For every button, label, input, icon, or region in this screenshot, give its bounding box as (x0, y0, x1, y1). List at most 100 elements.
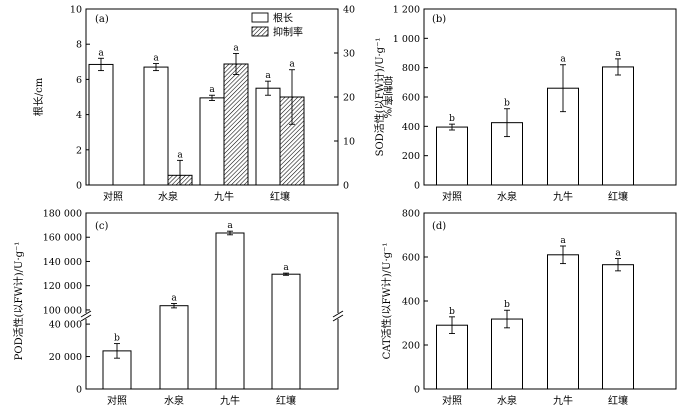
panel-a-ytick-label: 0 (76, 181, 82, 192)
panel-b-significance-letter: a (615, 49, 621, 59)
panel-a-y2tick-label: 40 (343, 5, 355, 16)
panel-d-ylabel: CAT活性(以FW计)/U·g⁻¹ (380, 243, 393, 360)
panel-d-xtick-label: 红壤 (608, 394, 628, 407)
panel-a-bar-root-length (199, 97, 225, 186)
panel-c-ytick-label: 100 000 (43, 305, 82, 316)
panel-b-xtick-label: 水泉 (497, 190, 517, 203)
panel-c-axis-break-mark (332, 310, 344, 318)
panel-c-ytick-label: 140 000 (43, 257, 82, 268)
panel-a-bar-root-length (88, 63, 114, 186)
panel-d-significance-letter: a (615, 249, 621, 259)
panel-c-ytick-label: 120 000 (43, 281, 82, 292)
panel-c: (c) POD活性(以FW计)/U·g⁻¹ (12, 212, 339, 390)
panel-b-xtick-label: 对照 (442, 190, 462, 203)
panel-a-ytick-label: 2 (76, 145, 82, 156)
panel-b-ytick-label: 600 (402, 93, 420, 104)
panel-d-significance-letter: a (560, 236, 566, 246)
panel-b-ytick-label: 1 200 (393, 5, 420, 16)
legend-swatch-root-length (251, 12, 269, 23)
panel-c-xtick-label: 水泉 (164, 394, 184, 407)
panel-a-bar-root-length (255, 87, 281, 186)
legend: 根长 抑制率 (251, 12, 303, 39)
panel-d-ytick-label: 200 (402, 341, 420, 352)
panel-b-xtick-label: 九牛 (553, 190, 573, 203)
panel-a-y2label: 抑制率/% (381, 76, 394, 119)
panel-c-ytick-label: 160 000 (43, 233, 82, 244)
panel-a-xtick-label: 红壤 (270, 190, 290, 203)
panel-d-xtick-label: 水泉 (497, 394, 517, 407)
panel-c-bar (271, 273, 301, 390)
panel-c-xtick-label: 红壤 (276, 394, 296, 407)
panel-d-bar (602, 264, 634, 390)
panel-b-bar (436, 126, 468, 186)
panel-c-axis-break-gap (81, 313, 91, 319)
panel-c-significance-letter: b (114, 334, 120, 344)
panel-d-significance-letter: b (504, 300, 510, 310)
panel-a-xtick-label: 对照 (103, 190, 123, 203)
panel-b-ytick-label: 400 (402, 122, 420, 133)
panel-a-ytick-label: 8 (76, 40, 82, 51)
panel-b-significance-letter: a (560, 55, 566, 65)
panel-c-bar (215, 232, 245, 390)
panel-c-axis-break-mark (80, 314, 92, 322)
panel-a-significance-letter: a (265, 71, 271, 81)
panel-a-bar-inhibition (223, 63, 249, 186)
panel-c-xtick-label: 对照 (107, 394, 127, 407)
panel-b-significance-letter: b (449, 114, 455, 124)
panel-b-significance-letter: b (504, 99, 510, 109)
panel-b-ytick-label: 0 (414, 181, 420, 192)
panel-c-axis-break-mark (332, 314, 344, 322)
panel-b-xtick-label: 红壤 (608, 190, 628, 203)
panel-c-label: (c) (95, 221, 109, 232)
panel-c-ylabel: POD活性(以FW计)/U·g⁻¹ (12, 242, 25, 361)
panel-a-ylabel: 根长/cm (32, 77, 45, 116)
panel-a-y2tick-label: 20 (343, 93, 355, 104)
panel-a-significance-letter: a (177, 150, 183, 160)
panel-a-y2tick-label: 0 (343, 181, 349, 192)
panel-c-significance-letter: a (283, 263, 289, 273)
panel-a-y2tick-label: 10 (343, 137, 355, 148)
panel-d-xtick-label: 对照 (442, 394, 462, 407)
panel-b-bar (602, 66, 634, 186)
panel-a-significance-letter: a (233, 43, 239, 53)
panel-b-ytick-label: 800 (402, 63, 420, 74)
panel-c-axis-break-gap (333, 313, 343, 319)
panel-b-label: (b) (432, 14, 446, 25)
legend-label-root-length: 根长 (273, 12, 293, 25)
panel-a-significance-letter: a (289, 60, 295, 70)
panel-c-axis-break-mark (80, 310, 92, 318)
panel-b-ytick-label: 200 (402, 151, 420, 162)
panel-d-significance-letter: b (449, 307, 455, 317)
panel-a-label: (a) (95, 14, 109, 25)
panel-a-y2tick-label: 30 (343, 49, 355, 60)
panel-d-label: (d) (432, 221, 446, 232)
panel-c-significance-letter: a (171, 294, 177, 304)
legend-label-inhibition: 抑制率 (273, 26, 303, 39)
panel-c-xtick-label: 九牛 (220, 394, 240, 407)
panel-b-ylabel: SOD活性(以FW计)/U·g⁻¹ (373, 38, 386, 157)
panel-c-ytick-label: 0 (76, 385, 82, 396)
panel-d-ytick-label: 800 (402, 209, 420, 220)
panel-c-frame (85, 212, 339, 390)
panel-b-ytick-label: 1 000 (393, 34, 420, 45)
panel-a-significance-letter: a (153, 54, 159, 64)
panel-a-bar-root-length (143, 66, 169, 186)
panel-c-bar (159, 305, 189, 390)
panel-d-ytick-label: 0 (414, 385, 420, 396)
legend-swatch-inhibition (251, 26, 269, 37)
panel-a-xtick-label: 水泉 (158, 190, 178, 203)
panel-c-ytick-label: 180 000 (43, 209, 82, 220)
panel-d-bar (491, 318, 523, 390)
panel-c-significance-letter: a (227, 221, 233, 231)
panel-a-ytick-label: 10 (70, 5, 82, 16)
panel-d-bar (547, 254, 579, 390)
panel-a-significance-letter: a (98, 48, 104, 58)
panel-c-ytick-label: 40 000 (49, 320, 82, 331)
panel-a-xtick-label: 九牛 (214, 190, 234, 203)
panel-a-ytick-label: 6 (76, 75, 82, 86)
panel-d-ytick-label: 600 (402, 253, 420, 264)
panel-c-ytick-label: 20 000 (49, 352, 82, 363)
panel-d-xtick-label: 九牛 (553, 394, 573, 407)
